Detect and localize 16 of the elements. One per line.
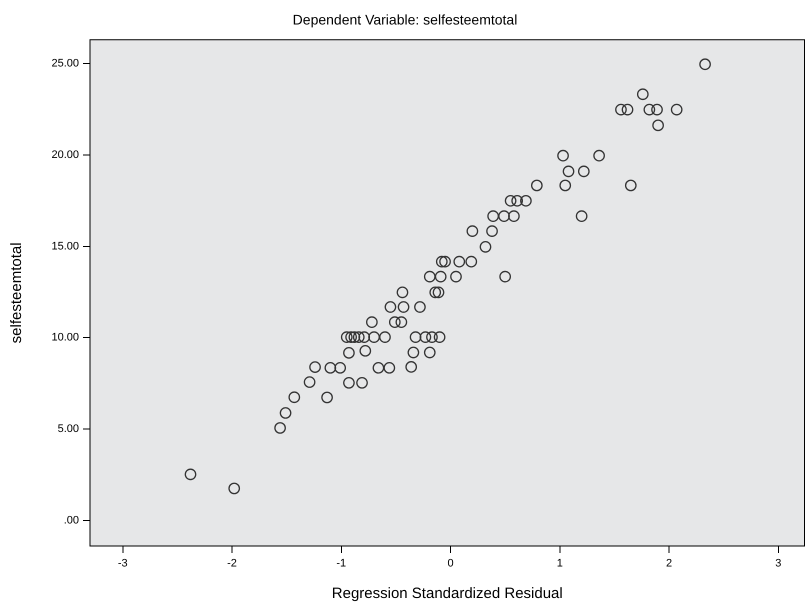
y-tick-label: 5.00 bbox=[58, 423, 79, 436]
y-tick-label: 10.00 bbox=[51, 332, 79, 344]
x-tick-label: 3 bbox=[775, 558, 782, 570]
x-axis-title: Regression Standardized Residual bbox=[332, 585, 563, 602]
x-tick-label: 0 bbox=[447, 558, 454, 570]
chart-title: Dependent Variable: selfesteemtotal bbox=[292, 11, 518, 28]
y-axis-title: selfesteemtotal bbox=[8, 242, 26, 344]
x-tick-label: -1 bbox=[336, 558, 346, 570]
x-tick-label: 1 bbox=[556, 558, 563, 570]
x-tick-label: -3 bbox=[118, 558, 128, 570]
y-tick-label: 20.00 bbox=[51, 148, 79, 161]
x-tick-label: -2 bbox=[227, 558, 237, 570]
x-tick-label: 2 bbox=[666, 558, 672, 570]
y-tick-label: 15.00 bbox=[51, 240, 79, 252]
y-tick-label: .00 bbox=[64, 514, 79, 526]
y-tick-label: 25.00 bbox=[51, 58, 79, 70]
